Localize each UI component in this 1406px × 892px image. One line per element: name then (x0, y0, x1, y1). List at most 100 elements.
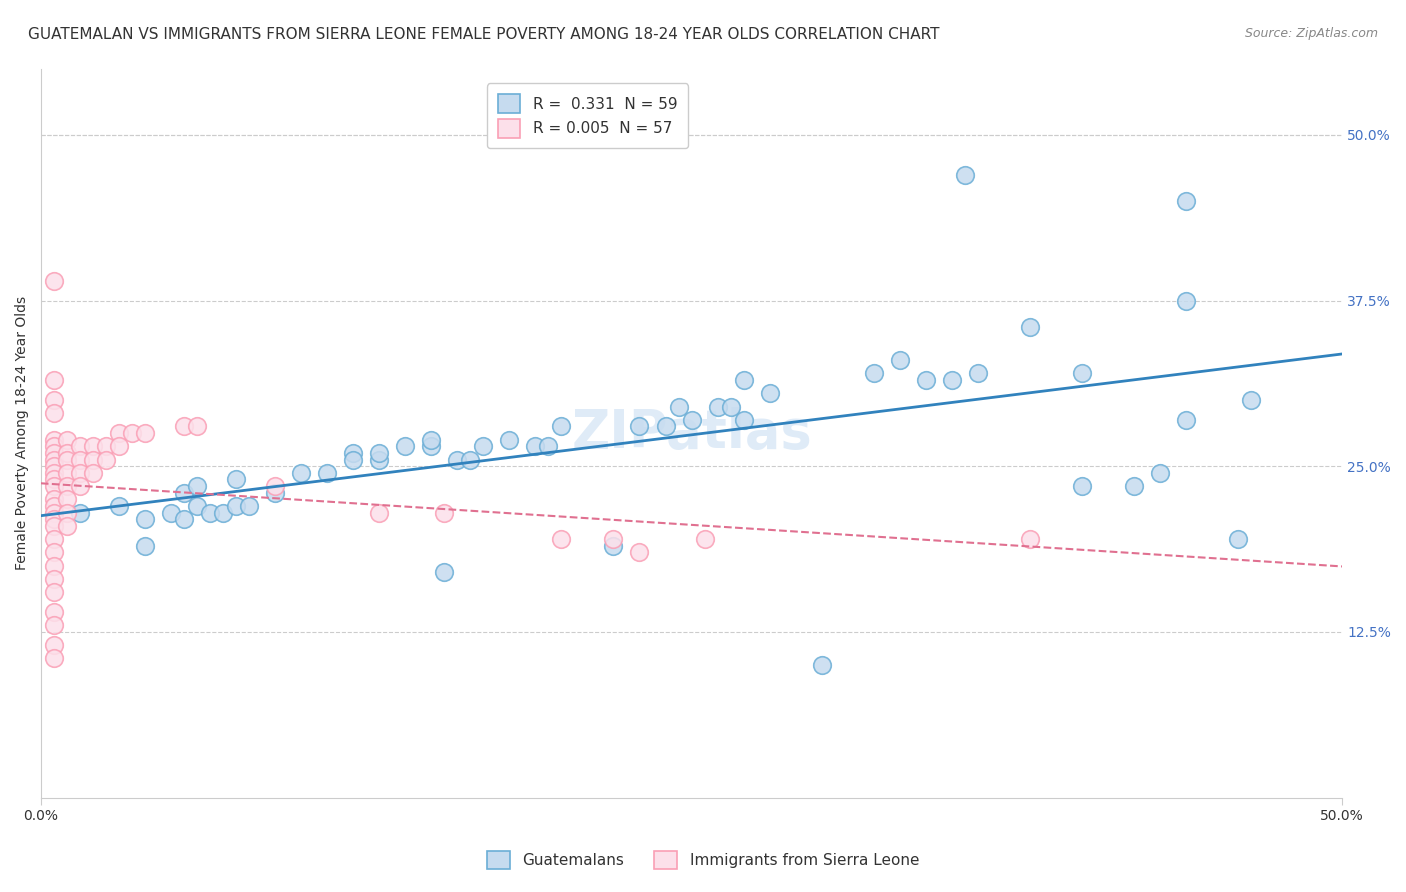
Point (42, 373, 65, 387)
Point (42, 638, 65, 652)
Point (186, 419, 208, 434)
Point (173, 512, 195, 526)
Point (681, 413, 703, 427)
Point (198, 506, 221, 520)
Point (186, 479, 208, 493)
Point (342, 452, 364, 467)
Point (810, 658, 832, 673)
Point (42, 545, 65, 559)
Point (602, 539, 624, 553)
Point (733, 413, 755, 427)
Point (42, 605, 65, 619)
Point (1175, 413, 1198, 427)
Point (42, 406, 65, 420)
Point (42, 473, 65, 487)
Point (862, 367, 884, 381)
Point (498, 433, 520, 447)
Point (394, 439, 416, 453)
Point (706, 400, 728, 414)
Point (1123, 479, 1146, 493)
Point (693, 532, 716, 546)
Point (94, 439, 117, 453)
Point (42, 558, 65, 573)
Point (42, 459, 65, 474)
Legend: R =  0.331  N = 59, R = 0.005  N = 57: R = 0.331 N = 59, R = 0.005 N = 57 (486, 84, 688, 148)
Point (69, 439, 91, 453)
Point (69, 466, 91, 480)
Point (42, 532, 65, 546)
Point (82, 452, 104, 467)
Point (42, 392, 65, 407)
Point (524, 439, 547, 453)
Point (42, 274, 65, 288)
Point (56, 492, 79, 507)
Text: ZIPatlas: ZIPatlas (571, 407, 811, 459)
Point (1240, 392, 1263, 407)
Point (134, 426, 156, 441)
Point (550, 532, 572, 546)
Point (42, 618, 65, 632)
Point (1175, 293, 1198, 308)
Point (472, 439, 495, 453)
Point (368, 506, 391, 520)
Point (1071, 367, 1094, 381)
Point (42, 506, 65, 520)
Point (420, 433, 443, 447)
Point (69, 506, 91, 520)
Point (264, 485, 287, 500)
Point (82, 439, 104, 453)
Point (94, 452, 117, 467)
Point (733, 373, 755, 387)
Point (42, 492, 65, 507)
Point (628, 419, 651, 434)
Point (368, 452, 391, 467)
Point (433, 566, 456, 580)
Point (654, 419, 676, 434)
Point (56, 452, 79, 467)
Point (720, 400, 742, 414)
Point (42, 433, 65, 447)
Point (668, 400, 690, 414)
Point (628, 545, 651, 559)
Point (420, 439, 443, 453)
Point (56, 519, 79, 533)
Point (173, 485, 195, 500)
Point (1227, 532, 1250, 546)
Legend: Guatemalans, Immigrants from Sierra Leone: Guatemalans, Immigrants from Sierra Leon… (481, 845, 925, 875)
Point (238, 499, 260, 513)
Point (1019, 532, 1042, 546)
Point (108, 439, 131, 453)
Point (121, 426, 143, 441)
Point (212, 506, 235, 520)
Point (42, 512, 65, 526)
Point (290, 466, 312, 480)
Point (42, 452, 65, 467)
Point (1019, 320, 1042, 334)
Point (458, 452, 481, 467)
Point (42, 519, 65, 533)
Point (42, 466, 65, 480)
Point (941, 373, 963, 387)
Point (446, 452, 468, 467)
Point (69, 452, 91, 467)
Point (42, 439, 65, 453)
Point (225, 499, 247, 513)
Point (316, 466, 339, 480)
Point (108, 426, 131, 441)
Point (42, 499, 65, 513)
Point (42, 572, 65, 586)
Point (550, 419, 572, 434)
Point (108, 499, 131, 513)
Point (225, 473, 247, 487)
Point (160, 506, 183, 520)
Text: Source: ZipAtlas.com: Source: ZipAtlas.com (1244, 27, 1378, 40)
Point (56, 446, 79, 460)
Point (56, 479, 79, 493)
Point (264, 479, 287, 493)
Point (134, 539, 156, 553)
Point (758, 386, 780, 401)
Point (914, 373, 936, 387)
Point (1071, 479, 1094, 493)
Point (1149, 466, 1171, 480)
Point (42, 479, 65, 493)
